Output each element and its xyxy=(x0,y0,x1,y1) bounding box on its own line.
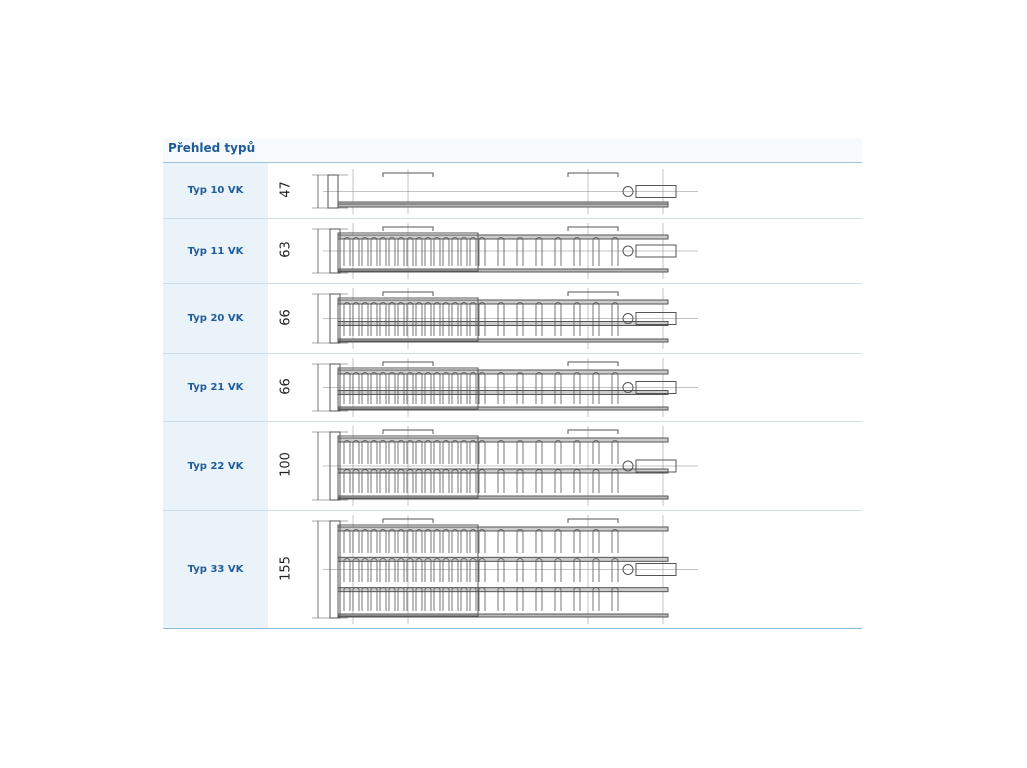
type-label: Typ 20 VK xyxy=(163,284,268,353)
type-label: Typ 33 VK xyxy=(163,511,268,628)
type-label: Typ 22 VK xyxy=(163,422,268,510)
table-row: Typ 10 VK 47 xyxy=(163,163,862,219)
table-row: Typ 33 VK 155 xyxy=(163,511,862,629)
type-label: Typ 11 VK xyxy=(163,219,268,283)
radiator-section-drawing: 66 xyxy=(268,284,862,353)
radiator-svg xyxy=(312,515,698,624)
depth-dimension: 155 xyxy=(278,555,294,581)
table-row: Typ 22 VK 100 xyxy=(163,422,862,511)
radiator-section-drawing: 66 xyxy=(268,354,862,421)
table-title: Přehled typů xyxy=(163,138,862,163)
depth-dimension: 100 xyxy=(278,452,294,477)
radiator-section-drawing: 100 xyxy=(268,422,862,510)
type-label: Typ 10 VK xyxy=(163,163,268,218)
radiator-svg xyxy=(312,169,698,214)
depth-dimension: 66 xyxy=(278,377,294,395)
radiator-section-drawing: 47 xyxy=(268,163,862,218)
depth-dimension: 66 xyxy=(278,308,294,326)
depth-dimension: 47 xyxy=(278,180,294,198)
radiator-svg xyxy=(312,426,698,506)
radiator-svg xyxy=(312,223,698,279)
type-label: Typ 21 VK xyxy=(163,354,268,421)
depth-dimension: 63 xyxy=(278,241,294,258)
types-overview-table: Přehled typů Typ 10 VK 47 Typ 11 VK 63 Typ 2… xyxy=(163,138,862,629)
radiator-section-drawing: 155 xyxy=(268,511,862,628)
table-row: Typ 20 VK 66 xyxy=(163,284,862,354)
radiator-svg xyxy=(312,288,698,349)
table-row: Typ 11 VK 63 xyxy=(163,219,862,284)
radiator-svg xyxy=(312,358,698,417)
radiator-section-drawing: 63 xyxy=(268,219,862,283)
table-row: Typ 21 VK 66 xyxy=(163,354,862,422)
